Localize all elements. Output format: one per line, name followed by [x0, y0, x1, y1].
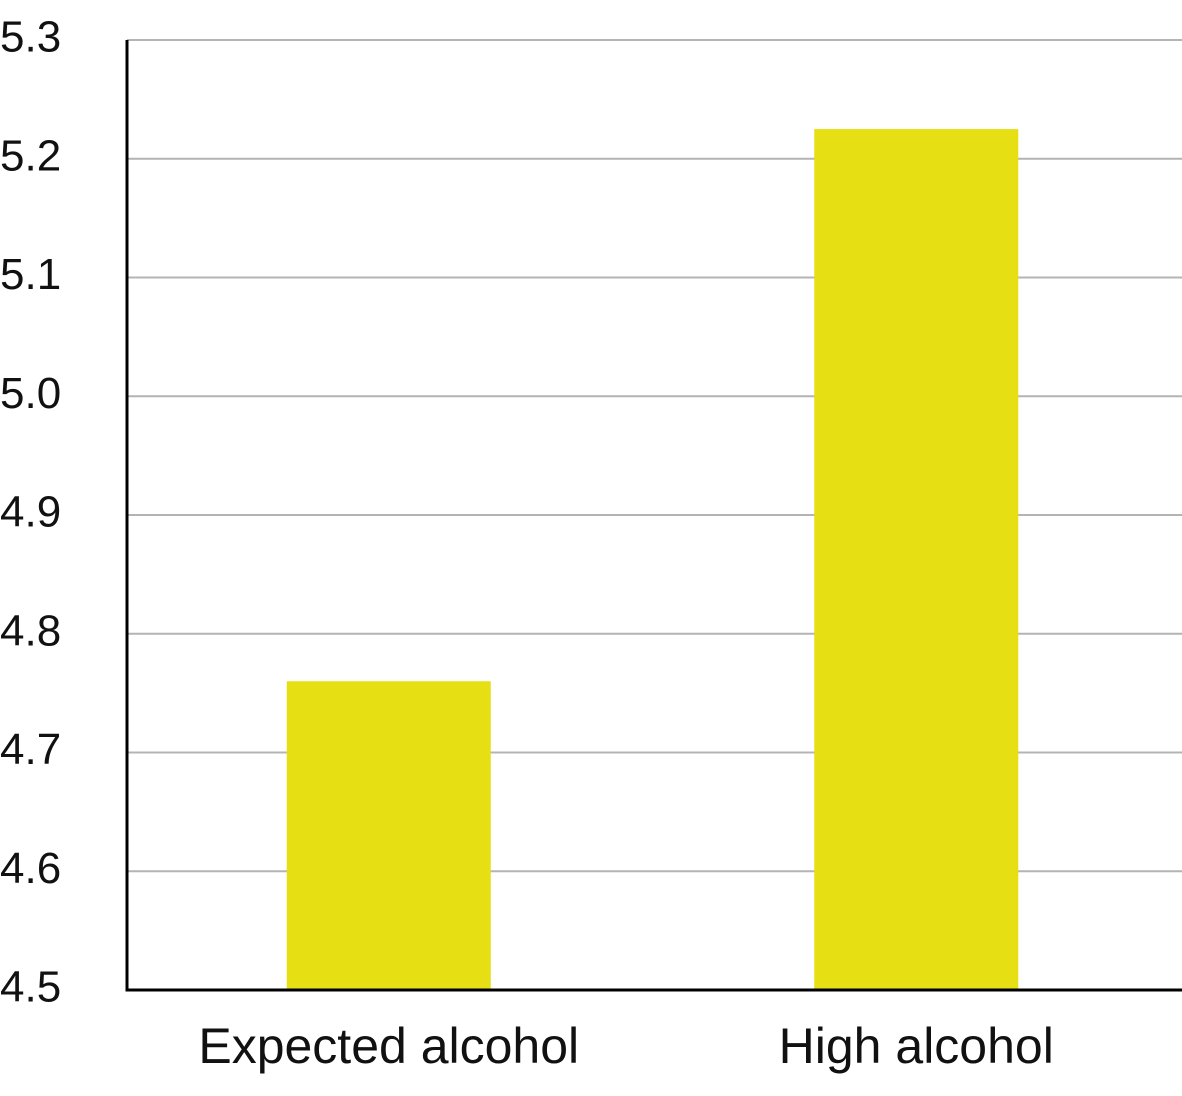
- y-tick-label: 4.6: [0, 844, 61, 893]
- y-tick-label: 5.1: [0, 250, 61, 299]
- bar-expected-alcohol: [287, 681, 491, 990]
- x-category-label: High alcohol: [779, 1018, 1054, 1074]
- y-tick-label: 5.2: [0, 131, 61, 180]
- y-tick-label: 4.9: [0, 488, 61, 537]
- x-category-label: Expected alcohol: [198, 1018, 579, 1074]
- y-tick-label: 4.8: [0, 606, 61, 655]
- gridlines: [127, 40, 1182, 871]
- y-tick-label: 4.7: [0, 725, 61, 774]
- y-tick-label: 5.3: [0, 13, 61, 62]
- x-category-labels: Expected alcohol High alcohol: [198, 1018, 1053, 1074]
- bars: [287, 129, 1019, 990]
- y-tick-label: 5.0: [0, 369, 61, 418]
- y-tick-labels: 4.5 4.6 4.7 4.8 4.9 5.0 5.1 5.2 5.3: [0, 13, 61, 1012]
- bar-high-alcohol: [814, 129, 1018, 990]
- y-tick-label: 4.5: [0, 963, 61, 1012]
